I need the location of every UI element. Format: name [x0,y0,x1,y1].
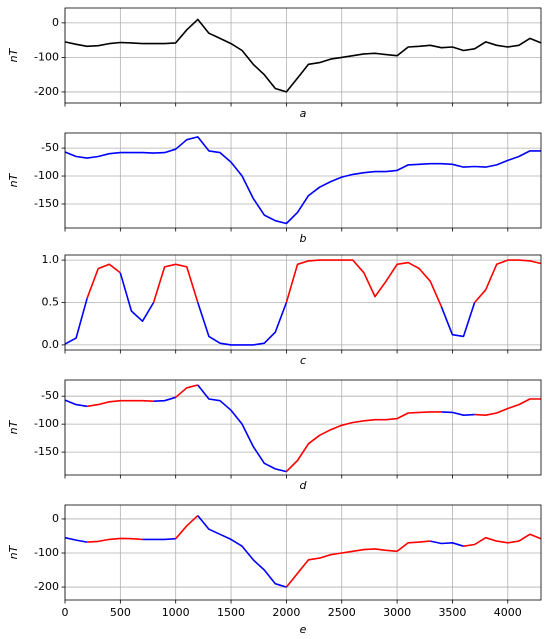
y-tick-label: -100 [34,417,59,430]
y-axis-label: nT [7,172,20,187]
data-line [64,272,476,346]
x-tick-label: 4000 [494,606,522,619]
y-tick-label: -200 [34,85,59,98]
x-axis-label: a [300,107,307,120]
data-line [64,515,464,588]
x-axis-label: c [300,354,306,367]
data-line [86,259,542,308]
y-tick-label: -200 [34,580,59,593]
y-tick-label: -50 [41,141,59,154]
y-tick-label: -100 [34,50,59,63]
axes-frame [64,7,542,104]
axes-frame [64,254,542,351]
x-axis-label: e [300,623,307,636]
x-tick-label: 3000 [383,606,411,619]
data-line [64,384,475,473]
y-tick-label: -100 [34,169,59,182]
y-tick-label: 0.0 [42,338,60,351]
y-axis-label: nT [7,544,20,559]
data-line [87,515,542,588]
x-tick-label: 1500 [217,606,245,619]
y-tick-label: 1.0 [42,253,60,266]
x-axis-label: d [300,479,308,492]
axes-frame [64,132,542,229]
axes-frame [64,504,542,601]
y-tick-label: -100 [34,546,59,559]
y-tick-label: 0 [52,16,59,29]
x-tick-label: 2000 [272,606,300,619]
data-line [64,136,541,225]
y-tick-label: -150 [34,445,59,458]
x-tick-label: 2500 [328,606,356,619]
x-tick-label: 500 [110,606,131,619]
y-tick-label: -150 [34,197,59,210]
x-tick-label: 1000 [162,606,190,619]
y-tick-label: 0.5 [42,296,60,309]
y-axis-label: nT [7,419,20,434]
axes-frame [64,379,542,476]
y-tick-label: 0 [52,512,59,525]
x-tick-label: 0 [62,606,69,619]
x-axis-label: b [300,232,307,245]
x-tick-label: 3500 [438,606,466,619]
y-axis-label: nT [7,47,20,62]
y-tick-label: -50 [41,389,59,402]
data-line [64,18,542,93]
data-line [86,384,541,473]
